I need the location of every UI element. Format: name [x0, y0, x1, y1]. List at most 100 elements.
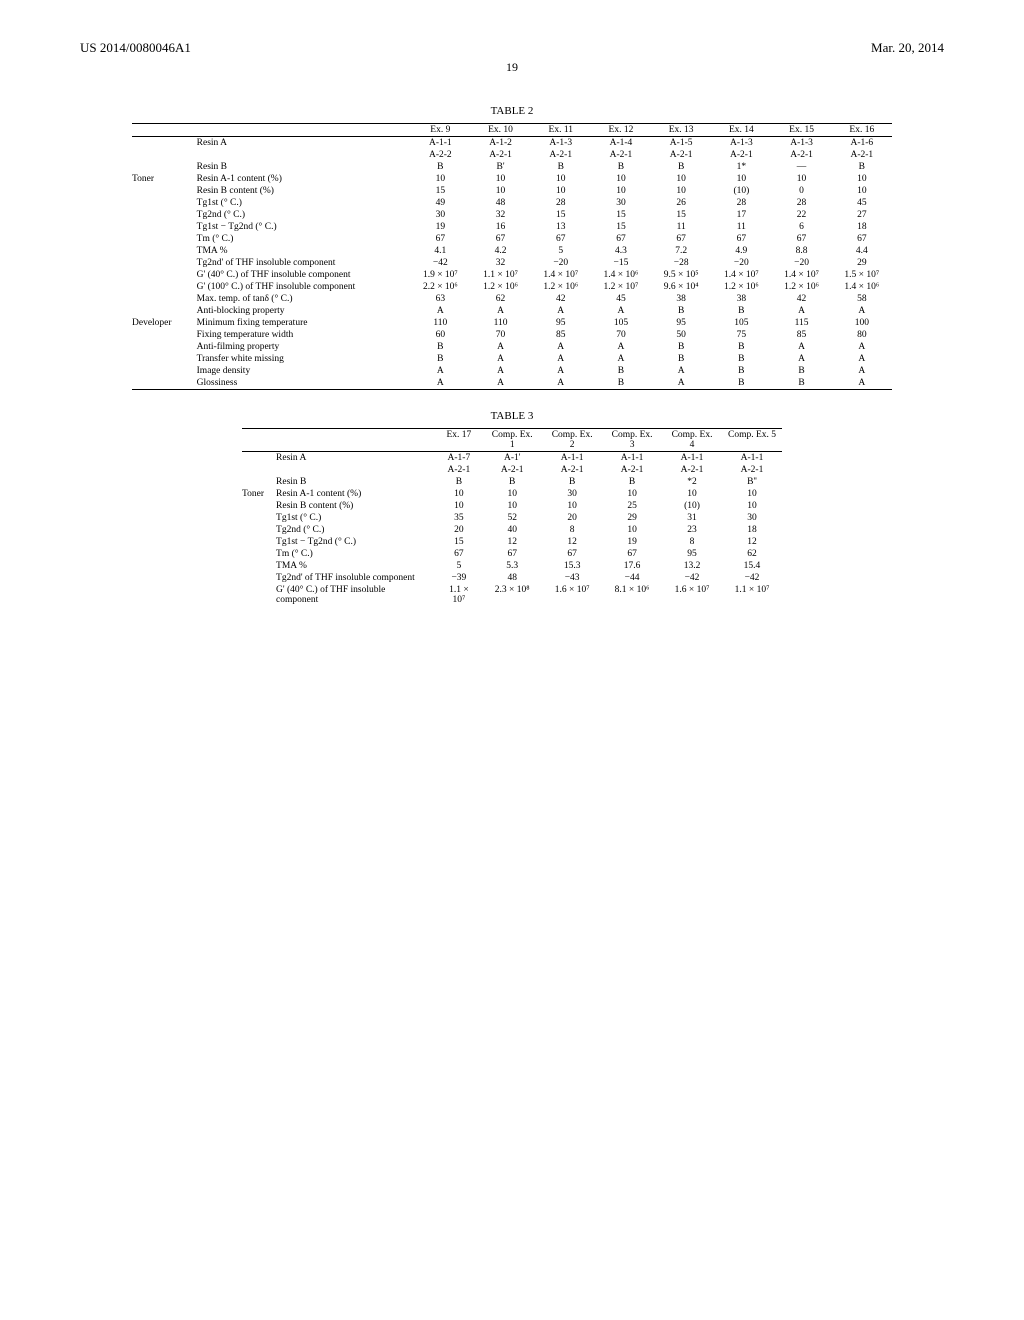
cell: 19	[410, 221, 470, 233]
group-label	[242, 560, 270, 572]
table-row: Tg2nd' of THF insoluble component−4232−2…	[132, 257, 892, 269]
cell: A	[531, 305, 591, 317]
group-label	[132, 293, 191, 305]
row-label: Max. temp. of tanδ (° C.)	[191, 293, 411, 305]
group-label	[132, 257, 191, 269]
cell: A	[410, 365, 470, 377]
group-label	[242, 572, 270, 584]
table-row: Tm (° C.)6767676767676767	[132, 233, 892, 245]
cell: A	[651, 377, 711, 389]
cell: 10	[482, 488, 542, 500]
row-label: G' (100° C.) of THF insoluble component	[191, 281, 411, 293]
table-row: G' (40° C.) of THF insoluble component1.…	[242, 584, 782, 606]
cell: 70	[591, 329, 651, 341]
cell: 10	[470, 185, 530, 197]
row-label: Resin A-1 content (%)	[191, 173, 411, 185]
cell: 4.3	[591, 245, 651, 257]
group-label	[132, 281, 191, 293]
cell: 15	[591, 221, 651, 233]
row-label: Fixing temperature width	[191, 329, 411, 341]
table2-title: TABLE 2	[80, 105, 944, 117]
cell: (10)	[662, 500, 722, 512]
cell: B	[771, 365, 831, 377]
cell: 1.6 × 10⁷	[542, 584, 602, 606]
cell: 22	[771, 209, 831, 221]
cell: 110	[410, 317, 470, 329]
row-label: Tg1st − Tg2nd (° C.)	[270, 536, 435, 548]
cell: 5.3	[482, 560, 542, 572]
table2: Ex. 9 Ex. 10 Ex. 11 Ex. 12 Ex. 13 Ex. 14…	[132, 123, 892, 390]
cell: A	[470, 353, 530, 365]
row-label: Resin A	[191, 137, 411, 150]
cell: 9.5 × 10⁵	[651, 269, 711, 281]
cell: 15	[591, 209, 651, 221]
table-row: Tm (° C.)676767679562	[242, 548, 782, 560]
cell: 10	[651, 173, 711, 185]
cell: A	[591, 353, 651, 365]
cell: 67	[832, 233, 892, 245]
cell: B	[651, 353, 711, 365]
group-label	[132, 341, 191, 353]
cell: −43	[542, 572, 602, 584]
cell: 7.2	[651, 245, 711, 257]
cell: 17	[711, 209, 771, 221]
cell: 25	[602, 500, 662, 512]
page-header: US 2014/0080046A1 Mar. 20, 2014	[80, 40, 944, 56]
cell: 10	[651, 185, 711, 197]
cell: 32	[470, 257, 530, 269]
table-row: Tg2nd (° C.)20408102318	[242, 524, 782, 536]
table-row: Anti-blocking propertyAAAABBAA	[132, 305, 892, 317]
table-row: A-2-1 A-2-1 A-2-1 A-2-1 A-2-1 A-2-1	[242, 464, 782, 476]
cell: 0	[771, 185, 831, 197]
cell: 60	[410, 329, 470, 341]
cell: 10	[531, 173, 591, 185]
row-label: Transfer white missing	[191, 353, 411, 365]
cell: 58	[832, 293, 892, 305]
page-number: 19	[80, 60, 944, 75]
cell: 100	[832, 317, 892, 329]
cell: A	[531, 341, 591, 353]
group-label	[132, 209, 191, 221]
table-row: Tg1st − Tg2nd (° C.)15121219812	[242, 536, 782, 548]
cell: 12	[722, 536, 782, 548]
col-header: Ex. 11	[531, 124, 591, 137]
cell: 5	[531, 245, 591, 257]
col-header: Ex. 12	[591, 124, 651, 137]
cell: 20	[542, 512, 602, 524]
cell: 75	[711, 329, 771, 341]
col-header: Ex. 10	[470, 124, 530, 137]
row-label: Tg1st (° C.)	[191, 197, 411, 209]
table-row: G' (100° C.) of THF insoluble component2…	[132, 281, 892, 293]
cell: B	[771, 377, 831, 389]
col-header: Comp. Ex. 2	[542, 429, 602, 452]
cell: 5	[436, 560, 483, 572]
cell: 48	[482, 572, 542, 584]
cell: −39	[436, 572, 483, 584]
row-label: Resin B	[191, 161, 411, 173]
cell: 4.9	[711, 245, 771, 257]
table-row: TonerResin A-1 content (%)101030101010	[242, 488, 782, 500]
cell: 80	[832, 329, 892, 341]
cell: B	[591, 377, 651, 389]
cell: 1.2 × 10⁶	[531, 281, 591, 293]
cell: 1.4 × 10⁷	[771, 269, 831, 281]
table-row: Anti-filming propertyBAAABBAA	[132, 341, 892, 353]
cell: 1.6 × 10⁷	[662, 584, 722, 606]
cell: 10	[771, 173, 831, 185]
cell: 15	[651, 209, 711, 221]
row-label: Resin B	[270, 476, 435, 488]
cell: A	[832, 353, 892, 365]
cell: 1.4 × 10⁷	[711, 269, 771, 281]
group-label: Toner	[132, 173, 191, 185]
table-row: Tg1st (° C.)4948283026282845	[132, 197, 892, 209]
cell: 105	[711, 317, 771, 329]
cell: 42	[531, 293, 591, 305]
group-label	[242, 584, 270, 606]
cell: B	[410, 341, 470, 353]
table-row: DeveloperMinimum fixing temperature11011…	[132, 317, 892, 329]
cell: B	[711, 341, 771, 353]
table-row: Resin B B B' B B B 1* — B	[132, 161, 892, 173]
cell: 10	[542, 500, 602, 512]
cell: B	[711, 365, 771, 377]
cell: −42	[410, 257, 470, 269]
